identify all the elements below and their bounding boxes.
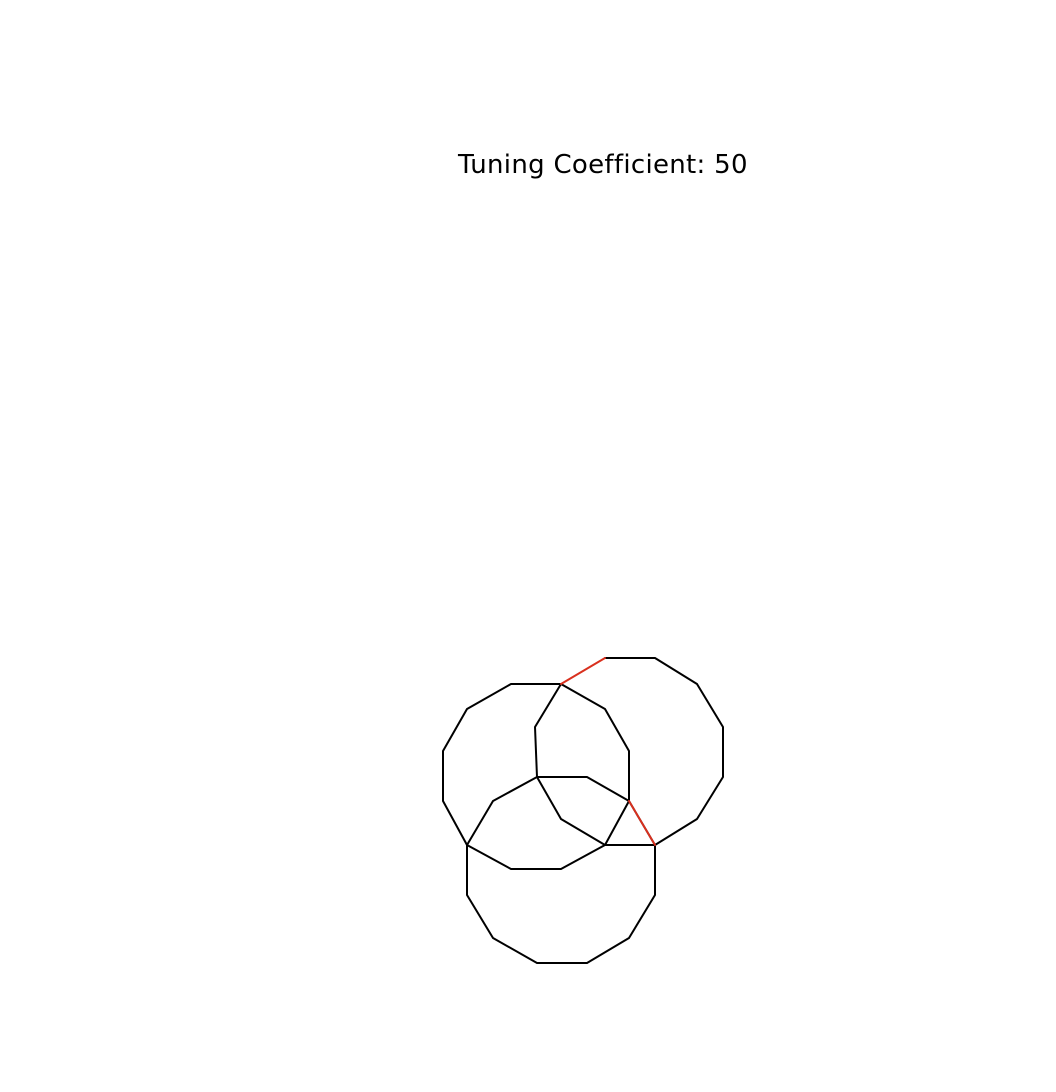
- tuning-coefficient-label: Tuning Coefficient: 50: [458, 150, 748, 180]
- dodecagon-upper-right: [534, 657, 724, 846]
- highlight-edge-top: [560, 657, 606, 685]
- dodecagon-upper-left: [442, 683, 630, 870]
- highlight-edge-right: [628, 800, 656, 846]
